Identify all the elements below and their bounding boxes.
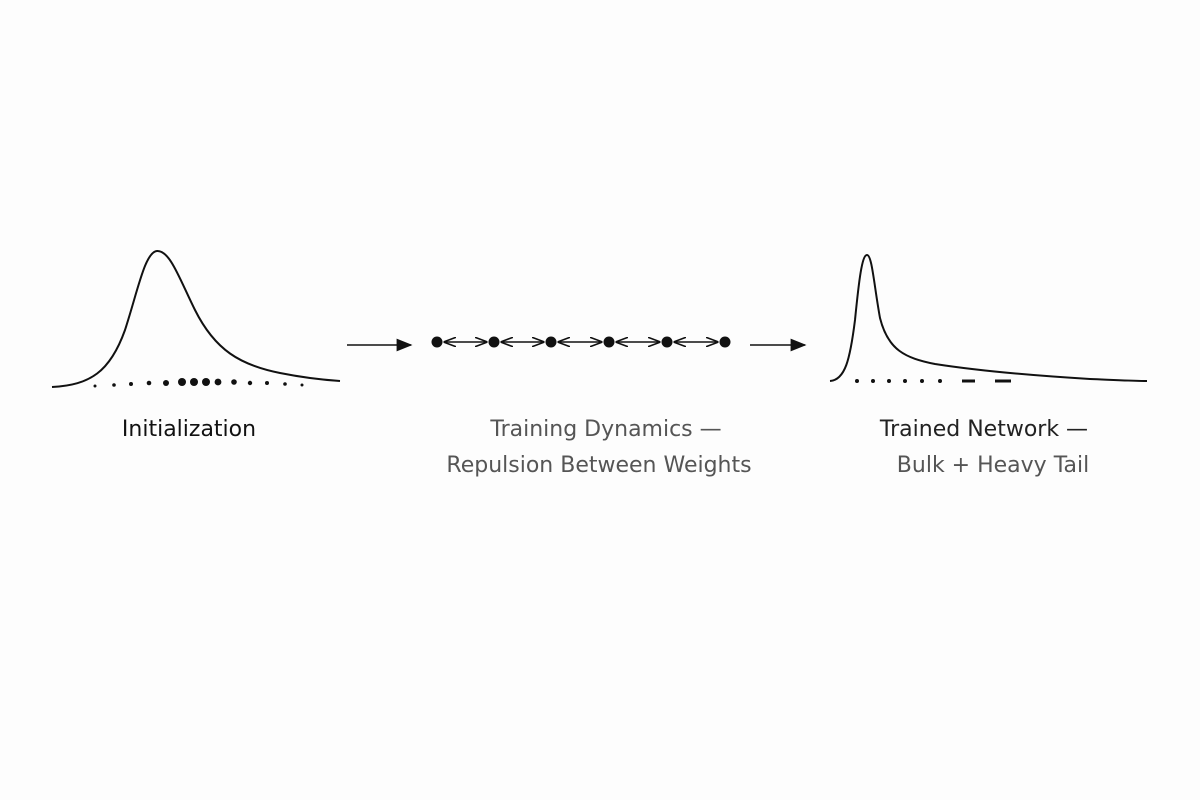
panel-label: Repulsion Between Weights	[446, 453, 751, 478]
trained-distribution	[829, 253, 1148, 383]
panel-label: Training Dynamics —	[489, 417, 721, 442]
panel-label: Initialization	[122, 417, 256, 442]
panel-label: Bulk + Heavy Tail	[897, 453, 1089, 478]
initial-distribution	[51, 249, 341, 388]
panel-label: Trained Network —	[879, 417, 1088, 442]
repulsion-chain	[431, 336, 731, 348]
